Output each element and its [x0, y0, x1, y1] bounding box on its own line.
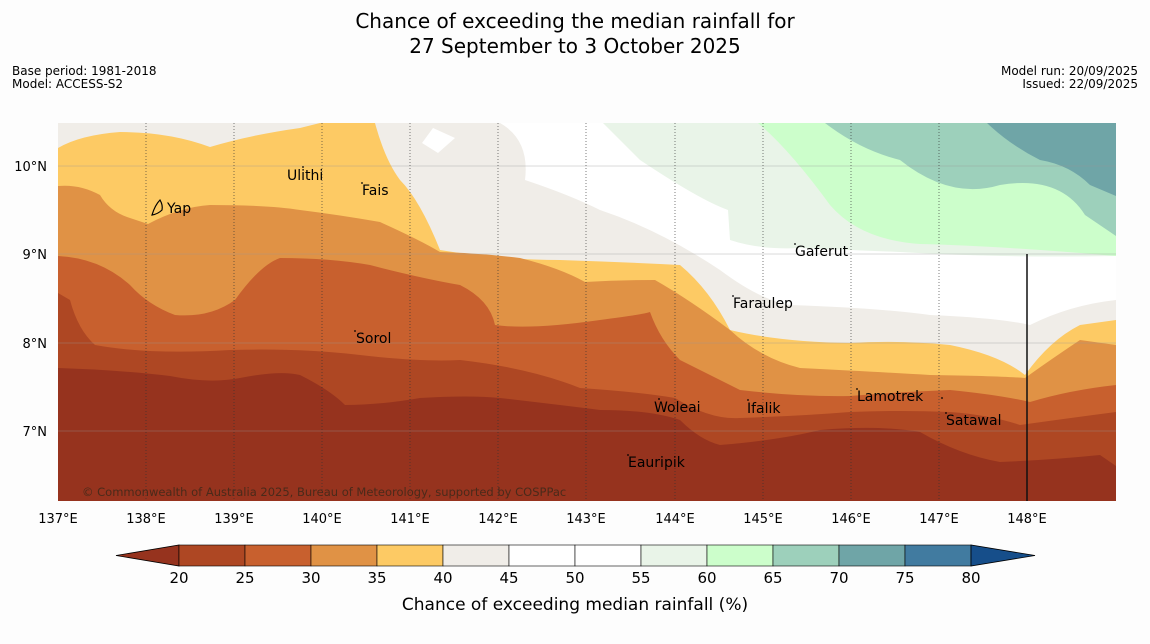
place-woleai: Woleai: [654, 400, 701, 416]
hole-white: [422, 128, 455, 153]
colorbar-segment: [508, 544, 576, 567]
colorbar-tick-label: 25: [235, 569, 254, 587]
satawal-dot-icon: [945, 412, 947, 414]
place-ifalik: Ifalik: [747, 401, 781, 417]
colorbar-segment: [838, 544, 906, 567]
colorbar-segment: [178, 544, 246, 567]
lat-label-9n: 9°N: [23, 248, 48, 263]
lon-label-139e: 139°E: [214, 512, 254, 527]
sorol-dot-icon: [354, 330, 356, 332]
lon-label-140e: 140°E: [302, 512, 342, 527]
place-faraulep: Faraulep: [733, 296, 793, 312]
colorbar-tick-label: 80: [961, 569, 980, 587]
lon-label-146e: 146°E: [831, 512, 871, 527]
model-text: Model: ACCESS-S2: [12, 77, 124, 91]
lat-label-7n: 7°N: [23, 425, 48, 440]
model-run-text: Model run: 20/09/2025: [1000, 64, 1138, 78]
colorbar-segment: [574, 544, 642, 567]
copyright-text: © Commonwealth of Australia 2025, Bureau…: [82, 485, 566, 499]
colorbar-tick-label: 70: [829, 569, 848, 587]
rainfall-contour-map: Ulithi Fais Yap Gaferut Faraulep Sorol L…: [58, 123, 1116, 501]
band-70-75: [987, 123, 1116, 196]
colorbar-segment: [442, 544, 510, 567]
lamotrek-dot-icon: [856, 388, 858, 390]
lon-label-144e: 144°E: [655, 512, 695, 527]
woleai-dot-icon: [658, 398, 660, 400]
yap-island-icon: [151, 199, 163, 216]
lon-label-145e: 145°E: [743, 512, 783, 527]
eauripik-dot-icon: [627, 454, 629, 456]
colorbar-tick-label: 50: [565, 569, 584, 587]
colorbar-tick-label: 75: [895, 569, 914, 587]
gaferut-dot-icon: [794, 243, 796, 245]
colorbar-tick-label: 60: [697, 569, 716, 587]
lon-label-147e: 147°E: [919, 512, 959, 527]
place-sorol: Sorol: [356, 331, 391, 347]
base-period-text: Base period: 1981-2018: [12, 64, 157, 78]
fais-dot-icon: [361, 182, 363, 184]
colorbar-segment: [244, 544, 312, 567]
colorbar: 20 25 30 35 40 45 50 55 60 65 70 75 80: [115, 544, 1036, 587]
colorbar-tick-label: 65: [763, 569, 782, 587]
ifalik-dot-icon: [747, 399, 749, 401]
title-line-1: Chance of exceeding the median rainfall …: [355, 9, 795, 33]
colorbar-tick-label: 30: [301, 569, 320, 587]
colorbar-label: Chance of exceeding median rainfall (%): [402, 595, 748, 615]
lon-label-138e: 138°E: [126, 512, 166, 527]
colorbar-segment: [310, 544, 378, 567]
colorbar-tick-label: 45: [499, 569, 518, 587]
colorbar-segment: [706, 544, 774, 567]
colorbar-segment: [640, 544, 708, 567]
place-yap: Yap: [166, 201, 191, 217]
faraulep-dot-icon: [732, 295, 734, 297]
colorbar-low-arrow: [115, 544, 180, 567]
band-below-20: [58, 368, 1116, 501]
place-gaferut: Gaferut: [795, 244, 849, 260]
ulithi-dot-icon: [302, 166, 304, 168]
colorbar-segment: [904, 544, 972, 567]
issued-text: Issued: 22/09/2025: [1022, 77, 1138, 91]
colorbar-tick-label: 35: [367, 569, 386, 587]
colorbar-high-arrow: [970, 544, 1036, 567]
title-line-2: 27 September to 3 October 2025: [409, 34, 741, 58]
colorbar-tick-label: 40: [433, 569, 452, 587]
place-ulithi: Ulithi: [287, 168, 323, 184]
lon-label-143e: 143°E: [566, 512, 606, 527]
place-satawal: Satawal: [946, 413, 1001, 429]
lat-label-10n: 10°N: [14, 160, 47, 175]
colorbar-tick-label: 20: [169, 569, 188, 587]
lat-label-8n: 8°N: [23, 337, 48, 352]
place-lamotrek: Lamotrek: [857, 389, 924, 405]
lon-label-142e: 142°E: [478, 512, 518, 527]
islet-dot-icon: [941, 397, 943, 399]
place-fais: Fais: [362, 183, 389, 199]
colorbar-tick-label: 55: [631, 569, 650, 587]
place-eauripik: Eauripik: [628, 455, 686, 471]
colorbar-segment: [376, 544, 444, 567]
colorbar-segment: [772, 544, 840, 567]
lon-label-148e: 148°E: [1007, 512, 1047, 527]
lon-label-141e: 141°E: [390, 512, 430, 527]
lon-label-137e: 137°E: [38, 512, 78, 527]
